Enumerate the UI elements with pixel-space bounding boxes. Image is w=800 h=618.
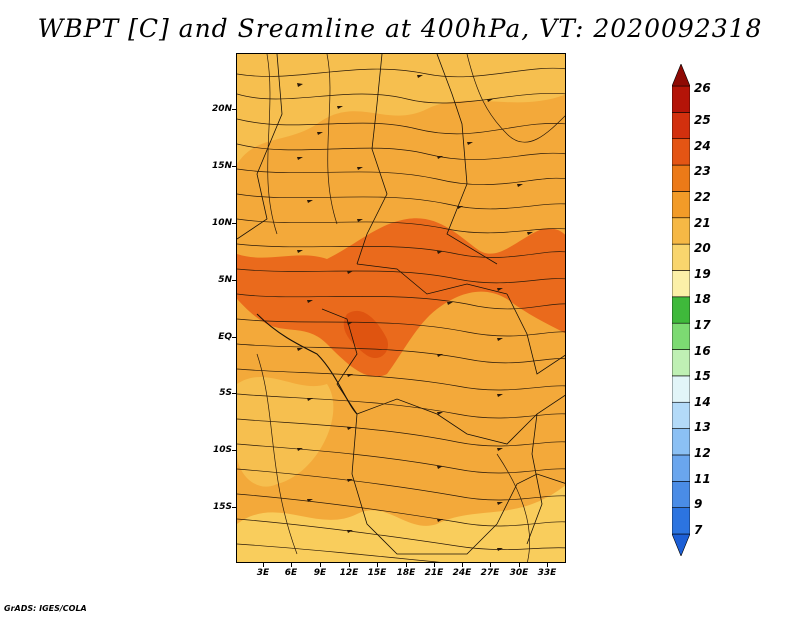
colorbar-label-25: 25 xyxy=(694,113,711,127)
country-borders xyxy=(237,54,565,555)
lat-tick xyxy=(232,280,236,281)
colorbar-label-9: 9 xyxy=(694,497,703,511)
lat-tick xyxy=(232,450,236,451)
colorbar-segment xyxy=(672,480,690,508)
lat-label-eq: EQ xyxy=(218,332,232,342)
colorbar-segment xyxy=(672,112,690,140)
lon-label-6e: 6E xyxy=(284,568,298,578)
lon-label-15e: 15E xyxy=(367,568,387,578)
lat-tick xyxy=(232,166,236,167)
colorbar-label-19: 19 xyxy=(694,267,711,281)
lon-tick xyxy=(320,563,321,567)
colorbar-segment xyxy=(672,191,690,219)
chart-title: WBPT [C] and Sreamline at 400hPa, VT: 20… xyxy=(37,14,763,43)
lon-tick xyxy=(349,563,350,567)
lat-tick xyxy=(232,393,236,394)
colorbar-segment xyxy=(672,428,690,456)
colorbar-label-12: 12 xyxy=(694,446,711,460)
colorbar-segment xyxy=(672,296,690,324)
colorbar-label-14: 14 xyxy=(694,395,711,409)
lon-label-3e: 3E xyxy=(256,568,270,578)
lon-tick xyxy=(377,563,378,567)
lon-label-12e: 12E xyxy=(339,568,359,578)
lat-label-20n: 20N xyxy=(211,104,232,114)
colorbar-segment xyxy=(672,454,690,482)
lat-label-10s: 10S xyxy=(212,445,232,455)
colorbar-segment xyxy=(672,243,690,271)
lat-label-15s: 15S xyxy=(212,502,232,512)
colorbar-high-arrow xyxy=(672,64,690,87)
colorbar-segment xyxy=(672,322,690,350)
lat-label-5n: 5N xyxy=(218,275,232,285)
lon-label-9e: 9E xyxy=(313,568,327,578)
lon-tick xyxy=(263,563,264,567)
map-panel xyxy=(236,53,566,563)
lon-tick xyxy=(547,563,548,567)
colorbar-low-arrow xyxy=(672,533,690,556)
colorbar-label-16: 16 xyxy=(694,344,711,358)
colorbar-segment xyxy=(672,375,690,403)
colorbar-label-20: 20 xyxy=(694,241,711,255)
colorbar-label-13: 13 xyxy=(694,420,711,434)
lon-label-33e: 33E xyxy=(537,568,557,578)
lon-label-27e: 27E xyxy=(480,568,500,578)
colorbar-segment xyxy=(672,217,690,245)
colorbar-label-21: 21 xyxy=(694,216,711,230)
lat-label-10n: 10N xyxy=(211,218,232,228)
wbpt-cool-region-southwest xyxy=(237,376,334,487)
lon-label-18e: 18E xyxy=(396,568,416,578)
colorbar-label-17: 17 xyxy=(694,318,711,332)
lat-tick xyxy=(232,507,236,508)
wbpt-cool-region-north xyxy=(237,54,565,164)
lon-label-30e: 30E xyxy=(509,568,529,578)
lat-label-5s: 5S xyxy=(219,388,232,398)
lon-tick xyxy=(490,563,491,567)
colorbar-label-7: 7 xyxy=(694,523,703,537)
streamlines xyxy=(237,54,565,562)
lon-label-21e: 21E xyxy=(424,568,444,578)
grads-credit: GrADS: IGES/COLA xyxy=(4,604,87,613)
streamline-arrows xyxy=(297,75,533,551)
colorbar-segment xyxy=(672,164,690,192)
lon-tick xyxy=(291,563,292,567)
colorbar-label-26: 26 xyxy=(694,81,711,95)
colorbar-segment xyxy=(672,507,690,535)
colorbar-label-24: 24 xyxy=(694,139,711,153)
lon-tick xyxy=(462,563,463,567)
lon-label-24e: 24E xyxy=(452,568,472,578)
lon-tick xyxy=(406,563,407,567)
colorbar-segment xyxy=(672,138,690,166)
colorbar-label-22: 22 xyxy=(694,190,711,204)
colorbar-label-18: 18 xyxy=(694,292,711,306)
lat-tick xyxy=(232,223,236,224)
colorbar-label-23: 23 xyxy=(694,164,711,178)
lat-label-15n: 15N xyxy=(211,161,232,171)
wbpt-warm-core xyxy=(343,310,388,359)
colorbar-segment xyxy=(672,85,690,113)
lat-tick xyxy=(232,109,236,110)
colorbar-label-11: 11 xyxy=(694,472,711,486)
wbpt-warm-region xyxy=(237,218,565,377)
wbpt-cool-region-south xyxy=(237,485,565,562)
colorbar-segment xyxy=(672,270,690,298)
lon-tick xyxy=(434,563,435,567)
lat-tick xyxy=(232,337,236,338)
map-canvas xyxy=(237,54,565,562)
colorbar xyxy=(672,64,690,556)
lon-tick xyxy=(519,563,520,567)
colorbar-segment xyxy=(672,401,690,429)
colorbar-segment xyxy=(672,349,690,377)
colorbar-label-15: 15 xyxy=(694,369,711,383)
